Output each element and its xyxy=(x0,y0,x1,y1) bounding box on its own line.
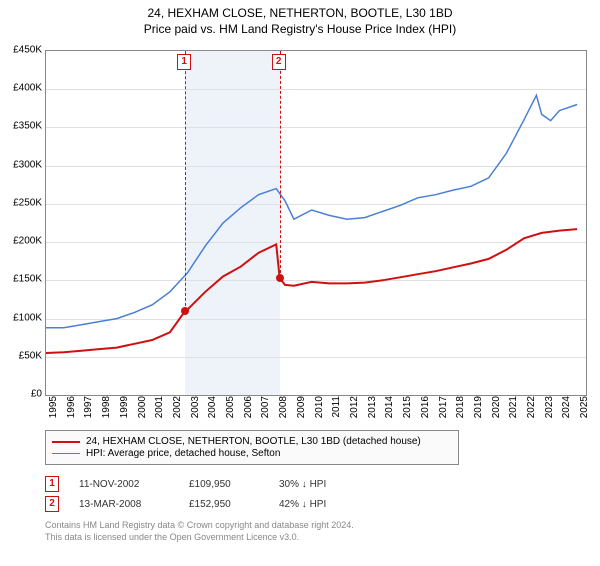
event-table: 1 11-NOV-2002 £109,950 30% ↓ HPI 2 13-MAR-200… xyxy=(45,472,369,516)
x-axis-label: 2008 xyxy=(278,396,289,426)
series-hpi xyxy=(46,95,577,327)
event-row: 2 13-MAR-2008 £152,950 42% ↓ HPI xyxy=(45,496,369,512)
y-axis-label: £150K xyxy=(2,274,42,285)
series-price-paid xyxy=(46,229,577,353)
chart-svg xyxy=(46,51,586,395)
price-chart: 24, HEXHAM CLOSE, NETHERTON, BOOTLE, L30… xyxy=(0,6,600,566)
y-axis-label: £400K xyxy=(2,83,42,94)
legend-swatch xyxy=(52,441,80,443)
x-axis-label: 1999 xyxy=(119,396,130,426)
event-price: £152,950 xyxy=(189,499,259,510)
chart-title: 24, HEXHAM CLOSE, NETHERTON, BOOTLE, L30… xyxy=(0,6,600,20)
x-axis-label: 2001 xyxy=(154,396,165,426)
legend-item: 24, HEXHAM CLOSE, NETHERTON, BOOTLE, L30… xyxy=(52,436,452,447)
x-axis-label: 2024 xyxy=(561,396,572,426)
y-axis-label: £50K xyxy=(2,350,42,361)
x-axis-label: 1998 xyxy=(101,396,112,426)
x-axis-label: 1997 xyxy=(83,396,94,426)
y-axis-label: £450K xyxy=(2,45,42,56)
footer-line-1: Contains HM Land Registry data © Crown c… xyxy=(45,520,354,532)
x-axis-label: 1996 xyxy=(66,396,77,426)
footer-line-2: This data is licensed under the Open Gov… xyxy=(45,532,354,544)
x-axis-label: 2017 xyxy=(438,396,449,426)
x-axis-label: 1995 xyxy=(48,396,59,426)
marker-line xyxy=(185,51,186,311)
x-axis-label: 2020 xyxy=(491,396,502,426)
y-axis-label: £250K xyxy=(2,197,42,208)
x-axis-label: 2014 xyxy=(384,396,395,426)
x-axis-label: 2009 xyxy=(296,396,307,426)
event-date: 11-NOV-2002 xyxy=(79,479,169,490)
x-axis-label: 2025 xyxy=(579,396,590,426)
x-axis-label: 2010 xyxy=(314,396,325,426)
legend-label: HPI: Average price, detached house, Seft… xyxy=(86,448,280,459)
marker-dot xyxy=(276,274,284,282)
x-axis-label: 2005 xyxy=(225,396,236,426)
legend-label: 24, HEXHAM CLOSE, NETHERTON, BOOTLE, L30… xyxy=(86,436,421,447)
legend-item: HPI: Average price, detached house, Seft… xyxy=(52,448,452,459)
x-axis-label: 2006 xyxy=(243,396,254,426)
legend-swatch xyxy=(52,453,80,454)
y-axis-label: £200K xyxy=(2,236,42,247)
y-axis-label: £300K xyxy=(2,159,42,170)
x-axis-label: 2023 xyxy=(544,396,555,426)
x-axis-label: 2000 xyxy=(137,396,148,426)
x-axis-label: 2003 xyxy=(190,396,201,426)
event-date: 13-MAR-2008 xyxy=(79,499,169,510)
x-axis-label: 2019 xyxy=(473,396,484,426)
x-axis-label: 2021 xyxy=(508,396,519,426)
footer: Contains HM Land Registry data © Crown c… xyxy=(45,520,354,543)
marker-line xyxy=(280,51,281,278)
event-marker-badge: 1 xyxy=(45,476,59,492)
x-axis-label: 2011 xyxy=(331,396,342,426)
legend: 24, HEXHAM CLOSE, NETHERTON, BOOTLE, L30… xyxy=(45,430,459,465)
marker-badge: 1 xyxy=(177,54,191,70)
x-axis-label: 2022 xyxy=(526,396,537,426)
marker-dot xyxy=(181,307,189,315)
x-axis-label: 2018 xyxy=(455,396,466,426)
event-delta: 42% ↓ HPI xyxy=(279,499,369,510)
y-axis-label: £0 xyxy=(2,389,42,400)
event-price: £109,950 xyxy=(189,479,259,490)
x-axis-label: 2007 xyxy=(260,396,271,426)
x-axis-label: 2002 xyxy=(172,396,183,426)
x-axis-label: 2016 xyxy=(420,396,431,426)
y-axis-label: £350K xyxy=(2,121,42,132)
event-marker-badge: 2 xyxy=(45,496,59,512)
y-axis-label: £100K xyxy=(2,312,42,323)
chart-subtitle: Price paid vs. HM Land Registry's House … xyxy=(0,22,600,36)
plot-area xyxy=(45,50,587,396)
x-axis-label: 2012 xyxy=(349,396,360,426)
x-axis-label: 2004 xyxy=(207,396,218,426)
event-delta: 30% ↓ HPI xyxy=(279,479,369,490)
x-axis-label: 2013 xyxy=(367,396,378,426)
marker-badge: 2 xyxy=(272,54,286,70)
x-axis-label: 2015 xyxy=(402,396,413,426)
event-row: 1 11-NOV-2002 £109,950 30% ↓ HPI xyxy=(45,476,369,492)
